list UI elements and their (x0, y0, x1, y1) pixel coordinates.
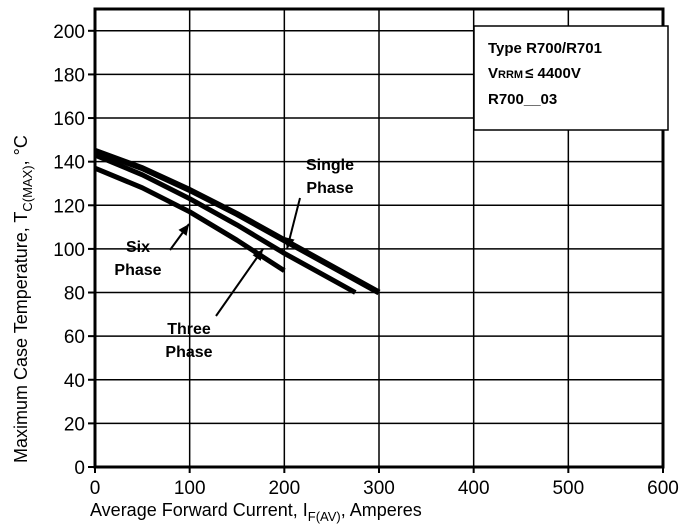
annotation-label: Single (306, 157, 354, 174)
series-line-six-phase (94, 165, 286, 273)
annotation-arrow (215, 248, 264, 317)
y-tick-label: 60 (64, 327, 85, 348)
y-tick-label: 20 (64, 414, 85, 435)
y-tick-label: 200 (53, 22, 85, 43)
y-tick-label: 120 (53, 196, 85, 217)
info-box-line-3: R700__03 (488, 91, 557, 108)
annotation-arrow-head (178, 224, 189, 236)
annotation-label: Phase (165, 344, 212, 361)
x-tick-label: 500 (552, 478, 584, 499)
x-axis-label: Average Forward Current, IF(AV), Amperes (90, 500, 422, 524)
x-tick-label: 400 (458, 478, 490, 499)
y-tick-label: 160 (53, 109, 85, 130)
annotation-label: Phase (114, 262, 161, 279)
series-line-single-phase (93, 147, 381, 296)
annotations: Single Phase Six Phase Three Phase (114, 157, 354, 361)
annotation-arrow-head (252, 249, 263, 261)
y-tick-label: 80 (64, 284, 85, 305)
x-tick-label: 200 (268, 478, 300, 499)
y-axis-label: Maximum Case Temperature, TC(MAX), °C (11, 135, 35, 463)
annotation-label: Three (167, 321, 211, 338)
series-lines (93, 147, 381, 296)
annotation-label: Phase (306, 180, 353, 197)
annotation-label: Six (126, 239, 150, 256)
info-box-line-2: VRRM ≤ 4400V (488, 65, 581, 82)
series-line-three-phase (94, 152, 357, 295)
info-box-line-1: Type R700/R701 (488, 40, 602, 57)
x-tick-label: 300 (363, 478, 395, 499)
y-axis-ticks: 0 20 40 60 80 100 120 140 160 180 200 (53, 22, 95, 479)
y-tick-label: 140 (53, 153, 85, 174)
y-tick-label: 180 (53, 65, 85, 86)
info-box: Type R700/R701 VRRM ≤ 4400V R700__03 (473, 25, 669, 131)
info-box-frame (473, 25, 669, 131)
y-tick-label: 40 (64, 371, 85, 392)
x-tick-label: 0 (90, 478, 101, 499)
y-tick-label: 100 (53, 240, 85, 261)
y-tick-label: 0 (74, 458, 85, 479)
annotation-arrow-head (284, 237, 295, 249)
x-axis-ticks: 0 100 200 300 400 500 600 (90, 467, 679, 499)
x-tick-label: 600 (647, 478, 679, 499)
x-tick-label: 100 (174, 478, 206, 499)
